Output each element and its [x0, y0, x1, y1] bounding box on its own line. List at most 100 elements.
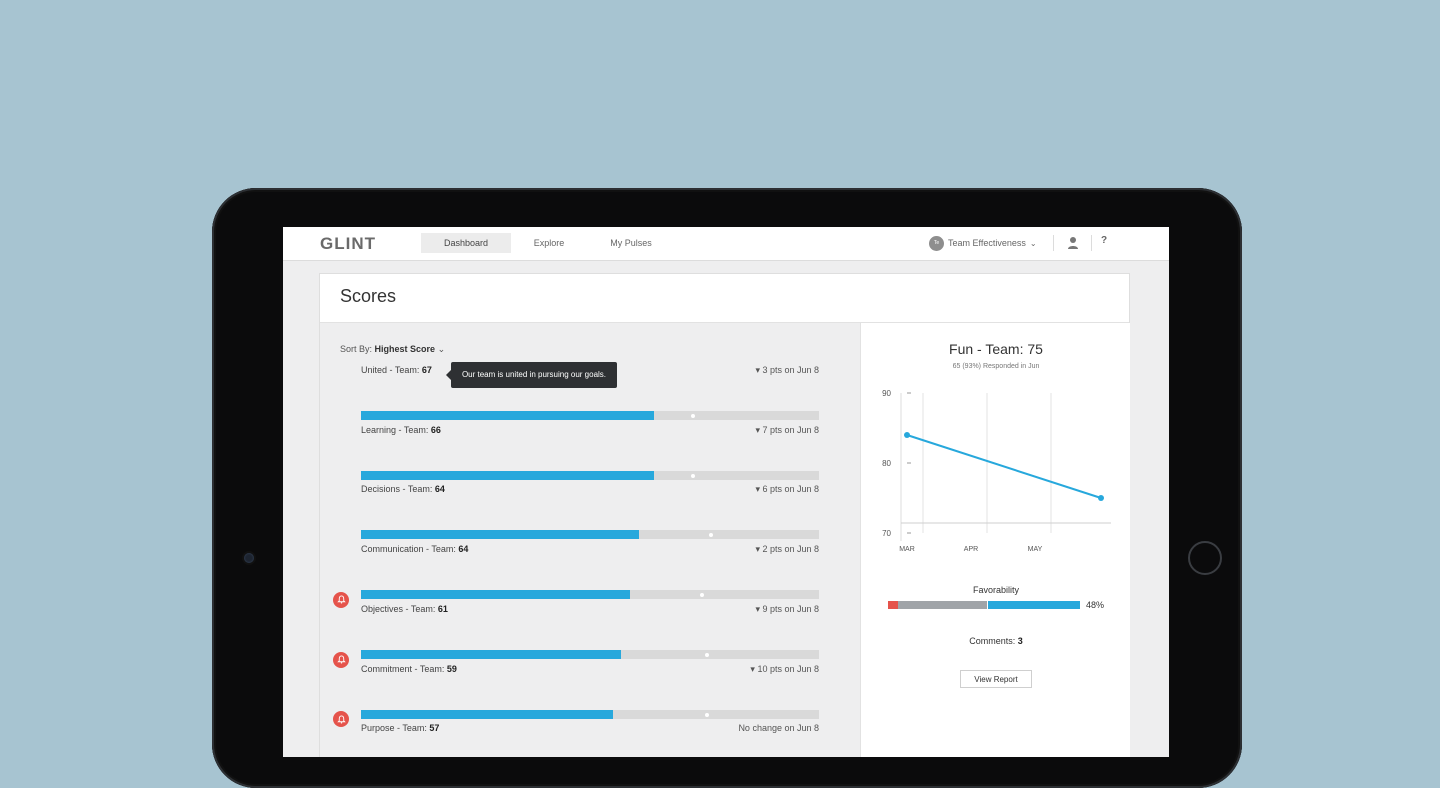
team-avatar: Te [929, 235, 944, 251]
benchmark-marker [690, 473, 695, 478]
score-row[interactable]: Learning - Team: 66 ▾ 7 pts on Jun 8 [361, 425, 819, 483]
score-row[interactable]: Communication - Team: 64 ▾ 2 pts on Jun 8 [361, 544, 819, 602]
score-change: ▾ 6 pts on Jun 8 [755, 484, 819, 495]
comments-value: 3 [1017, 636, 1023, 646]
x-tick-label: MAR [899, 546, 915, 553]
comments-count[interactable]: Comments: 3 [861, 636, 1131, 646]
score-change: ▾ 7 pts on Jun 8 [755, 424, 819, 435]
score-bar-fill [361, 470, 655, 480]
series-line [906, 434, 1102, 499]
trend-chart: 90 80 70 MAR APR MAY [882, 389, 1111, 553]
y-tick-label: 90 [882, 389, 891, 398]
page-title: Scores [340, 286, 397, 306]
tab-explore[interactable]: Explore [533, 238, 565, 248]
score-name: Objectives - Team: [361, 603, 436, 614]
score-change: ▾ 2 pts on Jun 8 [755, 544, 819, 555]
score-bar [361, 530, 819, 540]
sort-prefix: Sort By: [340, 344, 373, 354]
score-value: 67 [421, 365, 432, 375]
favorability-label: Favorability [972, 585, 1019, 595]
score-value: 64 [458, 544, 469, 555]
score-row[interactable]: Decisions - Team: 64 ▾ 6 pts on Jun 8 [361, 484, 819, 542]
score-label: Communication - Team: 64 [361, 544, 468, 554]
scores-card: Scores Sort By: Highest Score ⌄ United -… [319, 273, 1130, 757]
tooltip: Our team is united in pursuing our goals… [446, 362, 617, 388]
divider [1091, 235, 1092, 251]
score-value: 66 [430, 424, 441, 435]
score-bar-fill [361, 649, 622, 659]
favorability-bar [888, 601, 1080, 609]
score-change: ▾ 9 pts on Jun 8 [755, 603, 819, 614]
tab-my-pulses[interactable]: My Pulses [610, 238, 652, 248]
score-label: Objectives - Team: 61 [361, 604, 448, 614]
chevron-down-icon: ⌄ [437, 344, 446, 354]
benchmark-marker [699, 593, 704, 598]
score-bar-fill [361, 709, 613, 719]
x-tick-label: APR [964, 546, 978, 553]
score-name: Purpose - Team: [361, 723, 427, 734]
score-name: Communication - Team: [361, 544, 456, 555]
glint-logo[interactable]: GLINT [320, 234, 376, 254]
score-name: Decisions - Team: [361, 484, 433, 495]
score-value: 59 [446, 663, 457, 674]
score-list-panel: Sort By: Highest Score ⌄ United - Team: … [320, 323, 860, 757]
view-report-button[interactable]: View Report [960, 670, 1032, 688]
benchmark-marker [709, 533, 714, 538]
alert-bell-icon[interactable] [333, 711, 349, 728]
score-name: Commitment - Team: [361, 663, 445, 674]
home-button[interactable] [1188, 541, 1222, 575]
divider [1053, 235, 1054, 251]
score-bar [361, 411, 819, 420]
alert-bell-icon[interactable] [333, 591, 349, 608]
score-value: 57 [429, 723, 440, 734]
score-value: 64 [434, 484, 445, 495]
comments-label: Comments: [969, 636, 1016, 646]
score-bar [361, 590, 819, 600]
score-label: Decisions - Team: 64 [361, 484, 445, 494]
score-row[interactable]: Purpose - Team: 57 No change on Jun 8 [361, 723, 819, 757]
score-change: ▾ 10 pts on Jun 8 [750, 663, 819, 674]
score-label: Purpose - Team: 57 [361, 723, 439, 733]
score-bar [361, 470, 819, 480]
data-point [1098, 495, 1104, 501]
score-label: Learning - Team: 66 [361, 425, 441, 435]
score-label: United - Team: 67 [361, 365, 432, 375]
detail-title: Fun - Team: 75 [949, 341, 1043, 357]
team-selector-label: Team Effectiveness [948, 238, 1026, 248]
alert-bell-icon[interactable] [333, 651, 349, 668]
score-value: 61 [437, 603, 448, 614]
score-row[interactable]: United - Team: 67 ▾ 3 pts on Jun 8 [361, 365, 819, 423]
divider [320, 322, 1129, 323]
help-icon[interactable]: ? [1101, 235, 1108, 246]
tab-dashboard[interactable]: Dashboard [421, 233, 511, 253]
favorability-neutral [897, 601, 988, 609]
score-row[interactable]: Commitment - Team: 59 ▾ 10 pts on Jun 8 [361, 664, 819, 722]
detail-subtitle: 65 (93%) Responded in Jun [952, 363, 1040, 370]
score-name: United - Team: [361, 365, 420, 375]
team-selector[interactable]: Te Team Effectiveness ⌄ [929, 235, 1037, 251]
benchmark-marker [690, 414, 695, 418]
y-tick-label: 70 [882, 529, 891, 538]
favorability-favorable [987, 601, 1080, 609]
score-detail-panel: Fun - Team: 75 65 (93%) Responded in Jun… [860, 323, 1130, 757]
benchmark-marker [704, 652, 709, 657]
score-bar-fill [361, 530, 640, 540]
score-label: Commitment - Team: 59 [361, 664, 457, 674]
favorability-percent: 48% [1086, 600, 1105, 610]
app-screen: GLINT Dashboard Explore My Pulses Te Tea… [283, 227, 1169, 757]
x-tick-label: MAY [1028, 546, 1043, 553]
user-icon[interactable] [1067, 236, 1079, 250]
favorability-unfavorable [888, 601, 898, 609]
score-change: No change on Jun 8 [738, 723, 819, 734]
sort-dropdown[interactable]: Sort By: Highest Score ⌄ [340, 344, 445, 355]
score-bar [361, 709, 819, 719]
score-bar-fill [361, 590, 631, 600]
benchmark-marker [704, 712, 709, 717]
data-point [904, 432, 910, 438]
logo-text: GLINT [320, 234, 376, 253]
score-row[interactable]: Objectives - Team: 61 ▾ 9 pts on Jun 8 [361, 604, 819, 662]
y-tick-label: 80 [882, 459, 891, 468]
camera-icon [244, 553, 254, 563]
score-bar-fill [361, 411, 655, 420]
score-bar [361, 649, 819, 659]
